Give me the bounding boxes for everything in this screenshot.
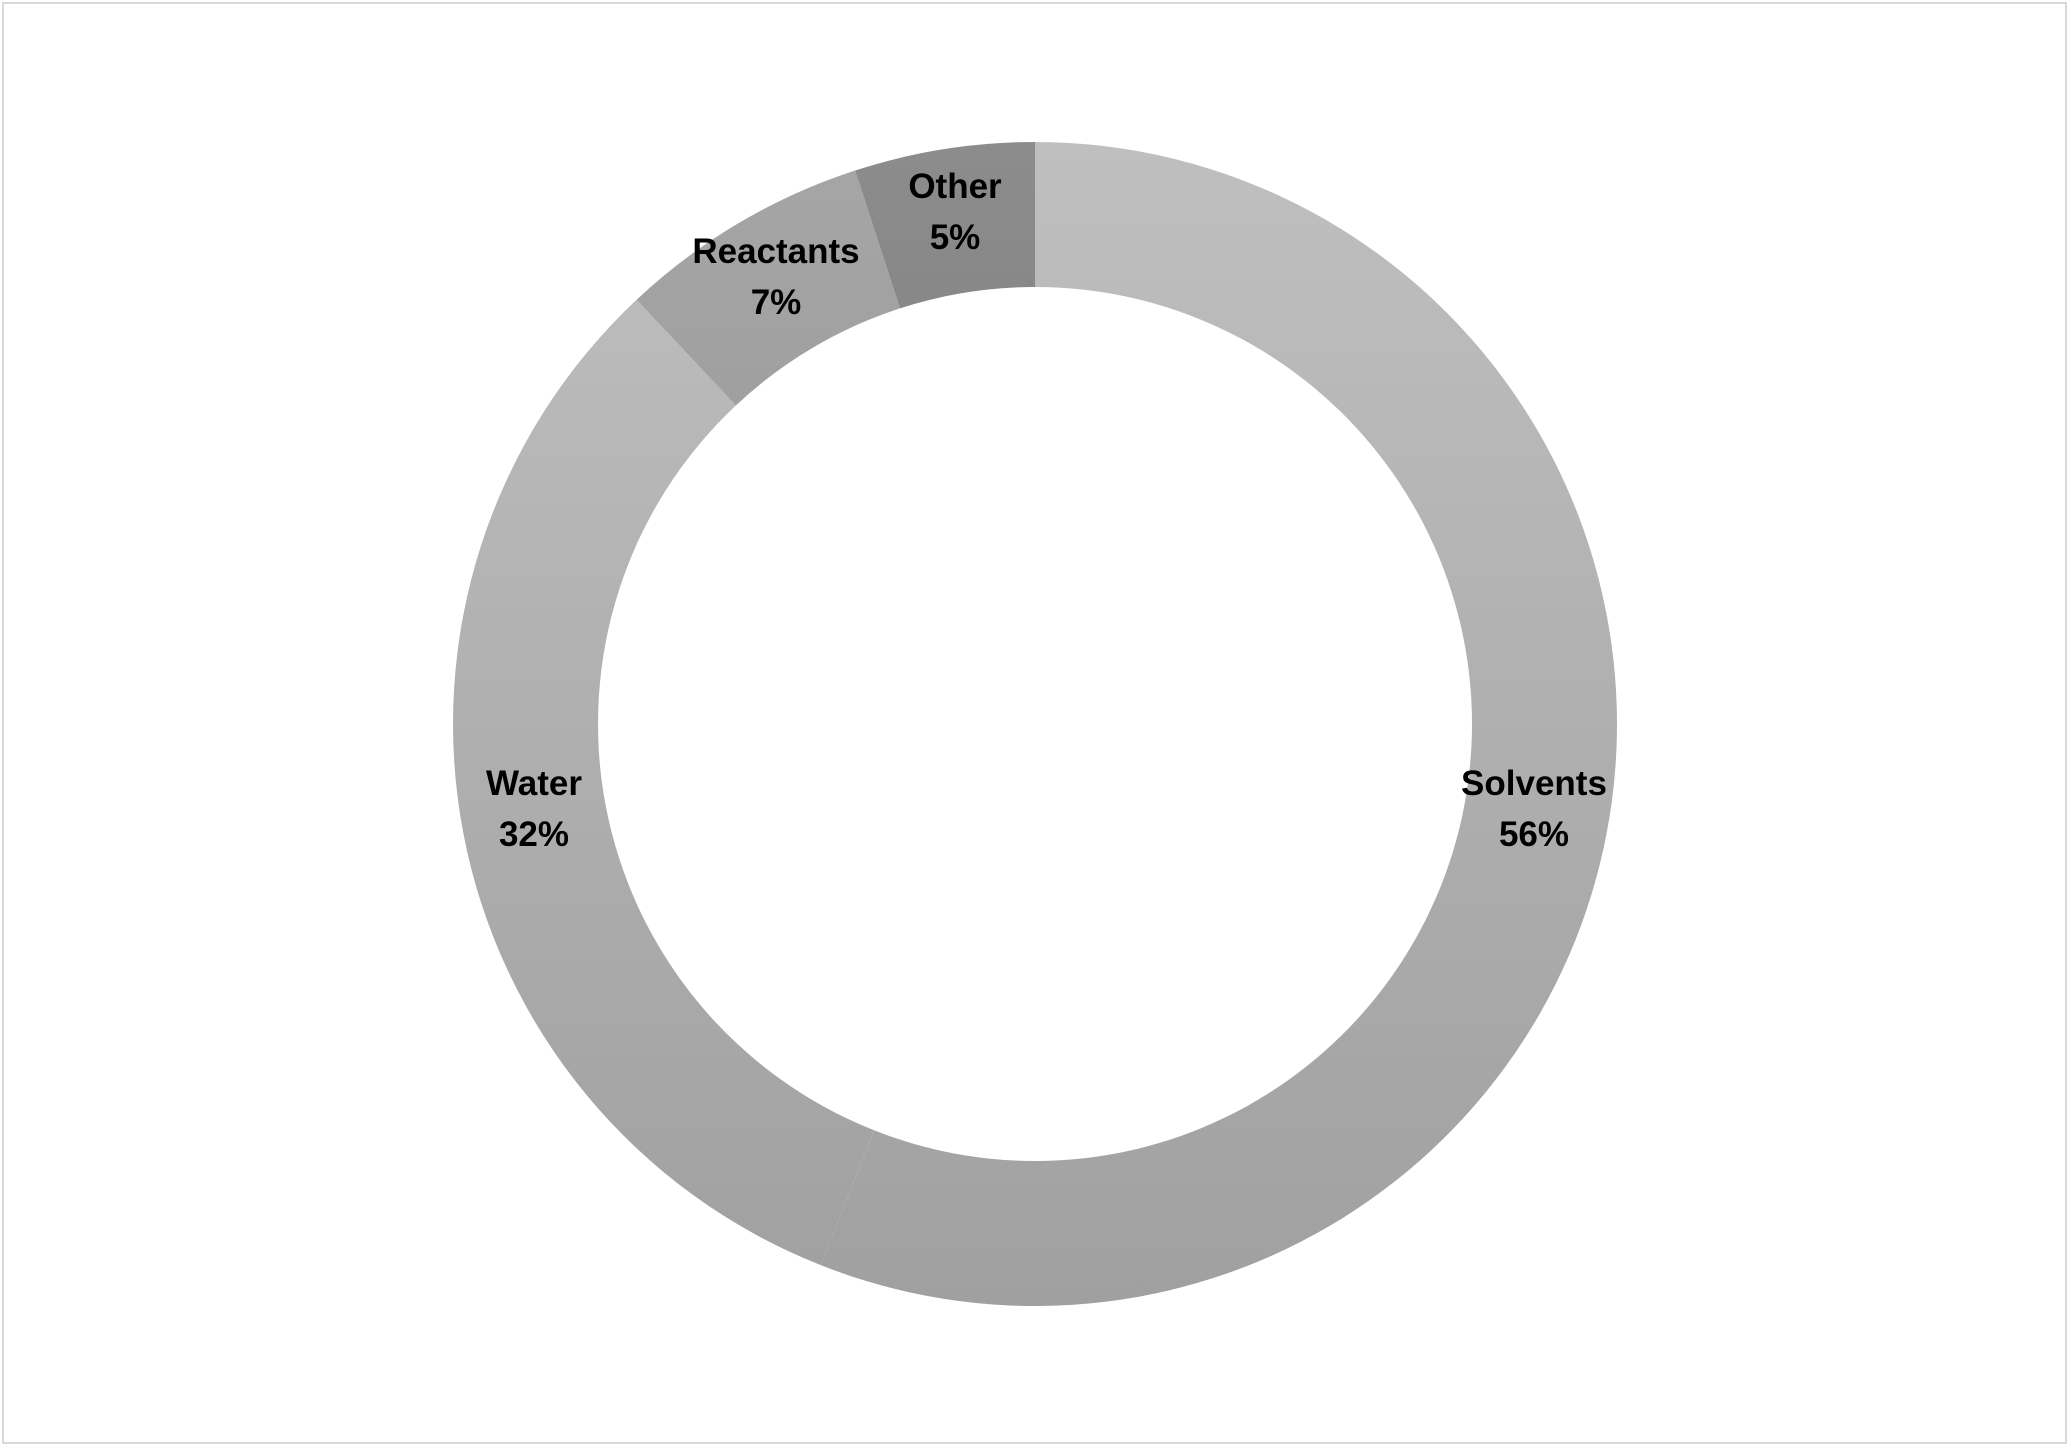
slice-value-water: 32%: [499, 815, 569, 854]
slice-value-other: 5%: [930, 218, 981, 257]
doughnut-slices: [452, 142, 1617, 1306]
slice-label-other: Other: [908, 167, 1002, 206]
slice-label-solvents: Solvents: [1461, 764, 1607, 803]
slice-label-water: Water: [486, 764, 582, 803]
slice-solvents: [820, 142, 1617, 1306]
data-labels: Solvents 56% Water 32% Reactants 7% Other 5%: [486, 167, 1607, 854]
slice-label-reactants: Reactants: [692, 232, 859, 271]
slice-value-reactants: 7%: [751, 283, 802, 322]
slice-other: [855, 142, 1035, 309]
slice-reactants: [636, 170, 900, 406]
slice-value-solvents: 56%: [1499, 815, 1569, 854]
slice-water: [452, 299, 875, 1266]
